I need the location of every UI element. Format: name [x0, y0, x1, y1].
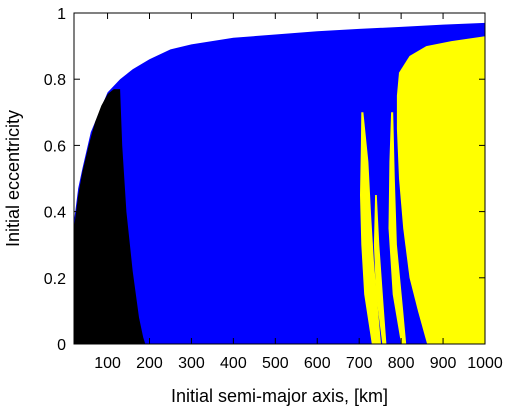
- x-tick-label: 500: [262, 355, 289, 372]
- y-tick-label: 0.2: [44, 271, 66, 288]
- x-tick-label: 700: [346, 355, 373, 372]
- y-tick-label: 0.8: [44, 72, 66, 89]
- x-axis-label: Initial semi-major axis, [km]: [171, 386, 388, 406]
- x-tick-label: 200: [136, 355, 163, 372]
- y-tick-label: 1: [57, 6, 66, 23]
- x-tick-label: 100: [94, 355, 121, 372]
- x-tick-label: 900: [430, 355, 457, 372]
- regions-layer: [74, 22, 485, 345]
- region-2: [396, 36, 485, 344]
- plot-frame: [73, 12, 486, 345]
- region-0: [74, 22, 485, 345]
- x-ticks-layer: 100 200 300 400 500 600 700 800 900 1000: [94, 13, 503, 372]
- x-tick-label: 800: [388, 355, 415, 372]
- region-4: [388, 112, 407, 344]
- y-tick-label: 0.6: [44, 138, 66, 155]
- region-1: [74, 89, 146, 344]
- y-tick-label: 0.4: [44, 205, 66, 222]
- y-axis-label: Initial eccentricity: [3, 110, 23, 247]
- region-5: [373, 195, 387, 344]
- x-tick-label: 1000: [467, 355, 503, 372]
- x-tick-label: 300: [178, 355, 205, 372]
- y-tick-label: 0: [57, 337, 66, 354]
- x-tick-label: 600: [304, 355, 331, 372]
- x-tick-label: 400: [220, 355, 247, 372]
- y-ticks-layer: 0 0.2 0.4 0.6 0.8 1: [44, 6, 485, 354]
